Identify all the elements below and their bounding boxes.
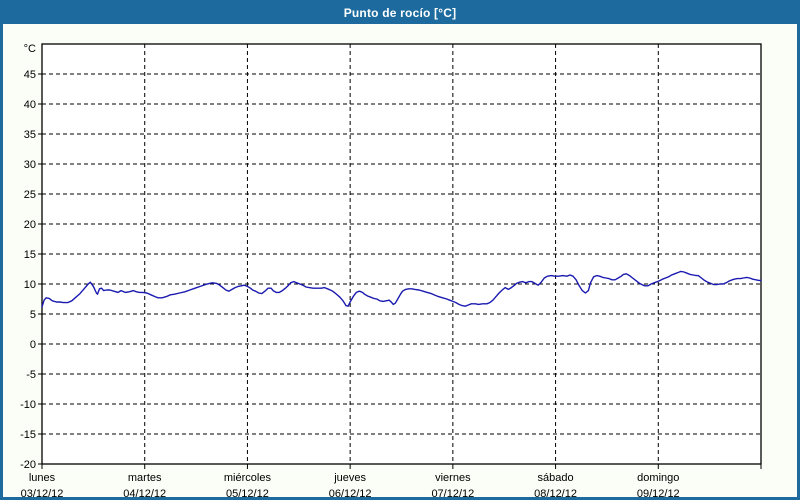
x-axis-day-label: domingo bbox=[637, 472, 679, 484]
x-axis-date-label: 07/12/12 bbox=[431, 488, 474, 497]
x-axis-date-label: 03/12/12 bbox=[21, 488, 64, 497]
chart-canvas: -20 -15 -10 -5 0 5 10 15 20 25 30 35 40 45 °C lunes 03/1… bbox=[20, 43, 762, 497]
x-axis-date-label: 08/12/12 bbox=[534, 488, 577, 497]
x-axis-date-label: 05/12/12 bbox=[226, 488, 269, 497]
y-axis-tick-label: 15 bbox=[24, 249, 36, 261]
chart-area: -20 -15 -10 -5 0 5 10 15 20 25 30 35 40 45 °C lunes 03/1… bbox=[3, 24, 797, 497]
window-title: Punto de rocío [°C] bbox=[343, 6, 457, 20]
y-axis-tick-label: -10 bbox=[20, 399, 36, 411]
y-axis-tick-label: 10 bbox=[24, 279, 36, 291]
y-axis-tick-label: 35 bbox=[24, 129, 36, 141]
dewpoint-series-line bbox=[41, 270, 762, 308]
y-axis-tick-label: 25 bbox=[24, 189, 36, 201]
y-axis-tick-label: 20 bbox=[24, 219, 36, 231]
y-axis-tick-label: 45 bbox=[24, 69, 36, 81]
y-axis-tick-label: 40 bbox=[24, 99, 36, 111]
y-axis-tick-label: 30 bbox=[24, 159, 36, 171]
y-axis-tick-label: 5 bbox=[30, 309, 36, 321]
y-axis-tick-label: -20 bbox=[20, 459, 36, 471]
x-axis-date-label: 04/12/12 bbox=[123, 488, 166, 497]
y-axis-tick-label: -5 bbox=[26, 369, 36, 381]
title-bar: Punto de rocío [°C] bbox=[3, 3, 797, 24]
y-axis-tick-label: 0 bbox=[30, 339, 36, 351]
y-axis-tick-label: -15 bbox=[20, 429, 36, 441]
y-axis-unit-label: °C bbox=[24, 43, 36, 55]
x-axis-day-label: jueves bbox=[333, 472, 366, 484]
x-axis-day-label: viernes bbox=[435, 472, 471, 484]
x-axis-day-label: miércoles bbox=[224, 472, 272, 484]
plot-border bbox=[41, 43, 762, 465]
x-axis-date-label: 06/12/12 bbox=[329, 488, 372, 497]
x-axis-date-label: 09/12/12 bbox=[637, 488, 680, 497]
x-axis-day-label: sábado bbox=[538, 472, 574, 484]
x-axis-day-label: lunes bbox=[29, 472, 56, 484]
x-axis-day-label: martes bbox=[128, 472, 162, 484]
